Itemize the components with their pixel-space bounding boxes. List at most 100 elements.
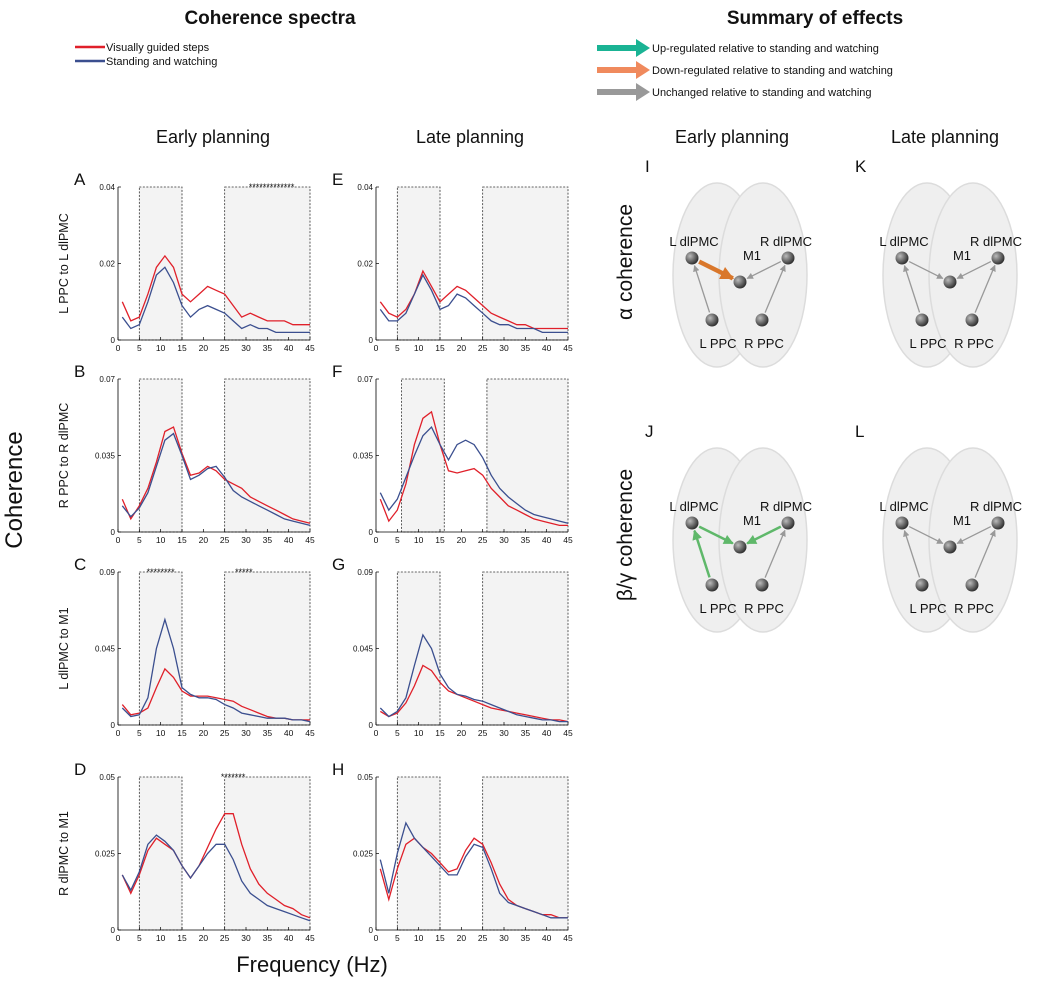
x-tick-label: 10 bbox=[414, 535, 424, 545]
x-tick-label: 0 bbox=[116, 343, 121, 353]
x-tick-label: 45 bbox=[563, 343, 573, 353]
x-tick-label: 35 bbox=[263, 933, 273, 943]
node bbox=[965, 578, 979, 592]
x-tick-label: 30 bbox=[499, 535, 509, 545]
y-tick-label: 0.05 bbox=[99, 773, 115, 782]
x-tick-label: 10 bbox=[156, 535, 166, 545]
node bbox=[705, 578, 719, 592]
x-tick-label: 20 bbox=[199, 343, 209, 353]
brain-hemisphere bbox=[718, 447, 808, 633]
y-tick-label: 0.09 bbox=[357, 568, 373, 577]
y-tick-label: 0 bbox=[369, 336, 374, 345]
x-tick-label: 0 bbox=[374, 728, 379, 738]
connection bbox=[974, 529, 996, 578]
node bbox=[755, 313, 769, 327]
x-tick-label: 0 bbox=[116, 535, 121, 545]
x-tick-label: 5 bbox=[137, 933, 142, 943]
series-line bbox=[379, 821, 568, 919]
x-tick-label: 25 bbox=[220, 535, 230, 545]
y-tick-label: 0.05 bbox=[357, 773, 373, 782]
series-line bbox=[379, 664, 569, 723]
node-label: R dlPMC bbox=[970, 499, 1022, 514]
column-title: Late planning bbox=[891, 127, 999, 147]
analysis-window bbox=[482, 571, 569, 726]
x-tick-label: 10 bbox=[414, 933, 424, 943]
significance-marker: ***** bbox=[235, 567, 253, 577]
node bbox=[991, 516, 1005, 530]
connection bbox=[764, 529, 786, 578]
x-tick-label: 5 bbox=[395, 343, 400, 353]
x-tick-label: 30 bbox=[499, 728, 509, 738]
x-axis-label: Frequency (Hz) bbox=[236, 952, 388, 977]
node-label: L PPC bbox=[699, 601, 736, 616]
node-label: R PPC bbox=[744, 336, 784, 351]
x-tick-label: 5 bbox=[395, 728, 400, 738]
x-tick-label: 15 bbox=[435, 535, 445, 545]
y-tick-label: 0 bbox=[369, 528, 374, 537]
connection bbox=[698, 525, 734, 545]
y-tick-label: 0 bbox=[111, 721, 116, 730]
x-tick-label: 45 bbox=[305, 933, 315, 943]
x-tick-label: 25 bbox=[478, 343, 488, 353]
x-tick-label: 0 bbox=[374, 535, 379, 545]
x-tick-label: 30 bbox=[241, 535, 251, 545]
analysis-window bbox=[482, 186, 569, 341]
y-tick-label: 0.04 bbox=[99, 183, 115, 192]
node bbox=[943, 540, 957, 554]
node-label: L PPC bbox=[909, 336, 946, 351]
series-line bbox=[379, 425, 569, 524]
x-tick-label: 20 bbox=[199, 728, 209, 738]
node bbox=[685, 516, 699, 530]
y-tick-label: 0.035 bbox=[353, 452, 374, 461]
x-tick-label: 40 bbox=[284, 933, 294, 943]
connection bbox=[956, 525, 992, 545]
node bbox=[733, 275, 747, 289]
y-tick-label: 0.02 bbox=[99, 260, 115, 269]
panel-title: Summary of effects bbox=[727, 8, 903, 29]
panel-label: G bbox=[332, 555, 345, 574]
x-tick-label: 5 bbox=[395, 535, 400, 545]
panel-label: K bbox=[855, 157, 867, 176]
connection bbox=[693, 264, 711, 313]
connection bbox=[908, 525, 944, 545]
x-tick-label: 15 bbox=[177, 933, 187, 943]
panel-label: D bbox=[74, 760, 86, 779]
analysis-window bbox=[138, 186, 183, 341]
node-label: L dlPMC bbox=[669, 234, 718, 249]
panel-label: L bbox=[855, 422, 864, 441]
panel-label: I bbox=[645, 157, 650, 176]
y-axis-label: Coherence bbox=[1, 431, 28, 548]
x-tick-label: 20 bbox=[457, 343, 467, 353]
x-tick-label: 30 bbox=[499, 343, 509, 353]
y-axis-label: L dlPMC to M1 bbox=[57, 607, 71, 689]
connection bbox=[746, 260, 782, 280]
node bbox=[685, 251, 699, 265]
legend-arrow-head bbox=[636, 83, 650, 101]
y-tick-label: 0.025 bbox=[353, 850, 374, 859]
series-line bbox=[121, 266, 310, 334]
panel-label: J bbox=[645, 422, 654, 441]
x-tick-label: 20 bbox=[457, 535, 467, 545]
node-label: R PPC bbox=[954, 336, 994, 351]
connection bbox=[903, 529, 921, 578]
panel-label: B bbox=[74, 362, 85, 381]
x-tick-label: 20 bbox=[457, 933, 467, 943]
x-tick-label: 15 bbox=[435, 343, 445, 353]
node bbox=[781, 251, 795, 265]
series-line bbox=[379, 633, 568, 723]
y-axis-label: L PPC to L dlPMC bbox=[57, 213, 71, 314]
x-tick-label: 25 bbox=[478, 933, 488, 943]
analysis-window bbox=[396, 776, 441, 931]
node bbox=[895, 251, 909, 265]
x-tick-label: 5 bbox=[137, 728, 142, 738]
panel-label: E bbox=[332, 170, 343, 189]
y-tick-label: 0.035 bbox=[95, 452, 116, 461]
y-tick-label: 0.045 bbox=[95, 645, 116, 654]
analysis-window bbox=[396, 186, 441, 341]
x-tick-label: 30 bbox=[499, 933, 509, 943]
panel-label: A bbox=[74, 170, 86, 189]
x-tick-label: 30 bbox=[241, 343, 251, 353]
analysis-window bbox=[224, 378, 311, 533]
x-tick-label: 35 bbox=[521, 728, 531, 738]
